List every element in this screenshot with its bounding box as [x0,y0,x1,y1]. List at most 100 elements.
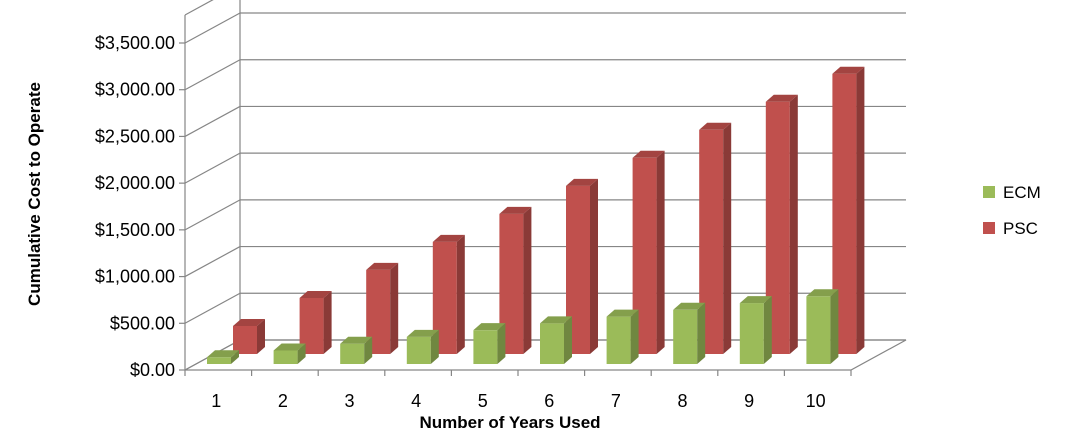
bar-ecm-top [606,309,639,317]
bar-ecm-side [231,350,239,364]
bar-ecm-top [473,323,506,331]
bar-psc [233,318,265,354]
bar-psc-top [432,234,465,242]
x-axis-ticks: 1 2 3 4 5 6 7 8 9 10 [211,391,825,411]
bar-psc-side [856,66,865,354]
legend: ECM PSC [983,183,1041,238]
y-tick-label: $1,000.00 [95,267,175,287]
x-tick-label: 1 [211,391,221,411]
bar-ecm-front [473,330,498,364]
bar-psc-top [499,206,532,214]
y-axis-title: Cumulative Cost to Operate [25,82,44,306]
bar-ecm-front [739,303,764,364]
bar-ecm-top [273,343,306,351]
y-tick-label: $2,500.00 [95,126,175,146]
bar-psc-top [699,122,732,130]
bar-ecm [406,329,439,364]
bar-psc-side [656,150,665,354]
x-tick-label: 7 [611,391,621,411]
bar-ecm-side [763,296,772,364]
gridline-side [184,105,241,137]
legend-label: PSC [1003,219,1038,238]
bar-psc-side [390,262,399,354]
bar-ecm [473,323,506,364]
bar-ecm-top [739,296,772,304]
bar-ecm-front [806,296,831,364]
legend-swatch [983,222,995,234]
gridline-side [184,292,241,324]
bar-ecm-side [430,329,439,364]
bar-ecm-top [207,350,239,358]
bar-ecm [673,302,706,364]
bar-ecm-side [630,309,639,364]
gridline-side [184,199,241,231]
bar-ecm-front [673,309,698,364]
bar-psc-side [723,122,732,355]
bar-ecm [273,343,306,364]
bar-ecm-side [297,343,306,364]
bar-ecm-front [540,323,564,364]
bar-psc-side [523,206,532,354]
bar-ecm-front [406,336,431,364]
bar-ecm-top [340,336,373,344]
gridline-side [184,0,214,16]
x-tick-label: 5 [478,391,488,411]
bar-ecm [207,350,239,364]
bar-psc-side [456,234,465,354]
gridline-side [184,152,241,184]
chart-floor [184,339,907,376]
bar-ecm [806,289,839,364]
legend-swatch [983,186,995,198]
bar-psc-top [299,290,332,298]
y-tick-label: $3,500.00 [95,33,175,53]
bar-psc-top [366,262,399,270]
bar-ecm-front [273,350,298,364]
bar-psc-top [832,66,865,74]
x-tick-label: 3 [344,391,354,411]
bar-ecm-top [540,316,572,324]
x-tick-label: 8 [677,391,687,411]
y-tick-label: $0.00 [130,360,175,380]
x-tick-label: 6 [544,391,554,411]
bar-ecm-side [697,302,706,364]
x-axis-title: Number of Years Used [419,413,600,432]
bar-ecm-top [406,329,439,337]
x-tick-label: 4 [411,391,421,411]
legend-label: ECM [1003,183,1041,202]
x-tick-label: 9 [744,391,754,411]
bar-ecm-top [673,302,706,310]
bar-psc-front [233,325,257,354]
y-tick-label: $1,500.00 [95,220,175,240]
gridline-side [184,12,241,44]
y-tick-label: $500.00 [110,313,175,333]
x-tick-label: 2 [278,391,288,411]
gridline-side [184,246,241,278]
bar-ecm-side [497,323,506,364]
bars [207,66,865,364]
bar-ecm [540,316,572,364]
y-tick-label: $3,000.00 [95,80,175,100]
gridline-side [184,59,241,91]
y-tick-label: $2,000.00 [95,173,175,193]
bar-ecm-front [340,343,365,364]
bar-ecm-top [806,289,839,297]
bar-ecm-front [606,316,631,364]
bar-psc-side [323,290,332,354]
bar-ecm-side [364,336,373,364]
bar-ecm [606,309,639,364]
bar-psc [499,206,532,354]
bar-psc-top [566,178,598,186]
x-tick-label: 10 [806,391,826,411]
y-axis-ticks: $0.00 $500.00 $1,000.00 $1,500.00 $2,000.00 $… [95,33,185,380]
bar-psc-top [632,150,665,158]
bar-psc-side [590,178,598,354]
bar-psc-side [257,318,265,354]
bar-ecm [340,336,373,364]
floor-outline [184,339,907,371]
bar-psc-top [765,94,798,102]
bar-ecm-side [830,289,839,364]
bar-ecm-side [564,316,572,364]
bar-psc-side [789,94,798,354]
gridlines [184,0,906,371]
